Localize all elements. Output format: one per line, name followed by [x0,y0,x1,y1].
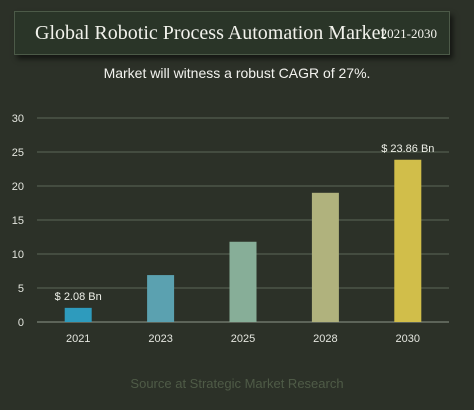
data-label-2030: $ 23.86 Bn [381,143,434,155]
x-tick-label: 2023 [148,333,172,345]
source-note: Source at Strategic Market Research [130,376,344,391]
y-tick-label: 30 [12,113,24,125]
year-range: 2021-2030 [380,26,437,41]
chart-subtitle: Market will witness a robust CAGR of 27%… [103,65,371,81]
x-tick-label: 2025 [231,333,255,345]
y-tick-label: 25 [12,147,24,159]
title-banner: Global Robotic Process Automation Market… [14,11,450,55]
x-tick-label: 2028 [313,333,337,345]
x-tick-label: 2021 [66,333,90,345]
data-label-2021: $ 2.08 Bn [55,291,102,303]
bar-2021 [64,307,92,322]
bar-2025 [229,241,257,322]
chart-title: Global Robotic Process Automation Market [35,22,387,44]
y-tick-label: 5 [18,283,24,295]
y-tick-label: 10 [12,249,24,261]
x-tick-label: 2030 [396,333,420,345]
y-tick-label: 15 [12,215,24,227]
y-tick-label: 0 [18,317,24,329]
bar-2028 [311,192,339,322]
bar-2030 [394,159,422,322]
bar-2023 [147,275,175,322]
y-tick-label: 20 [12,181,24,193]
